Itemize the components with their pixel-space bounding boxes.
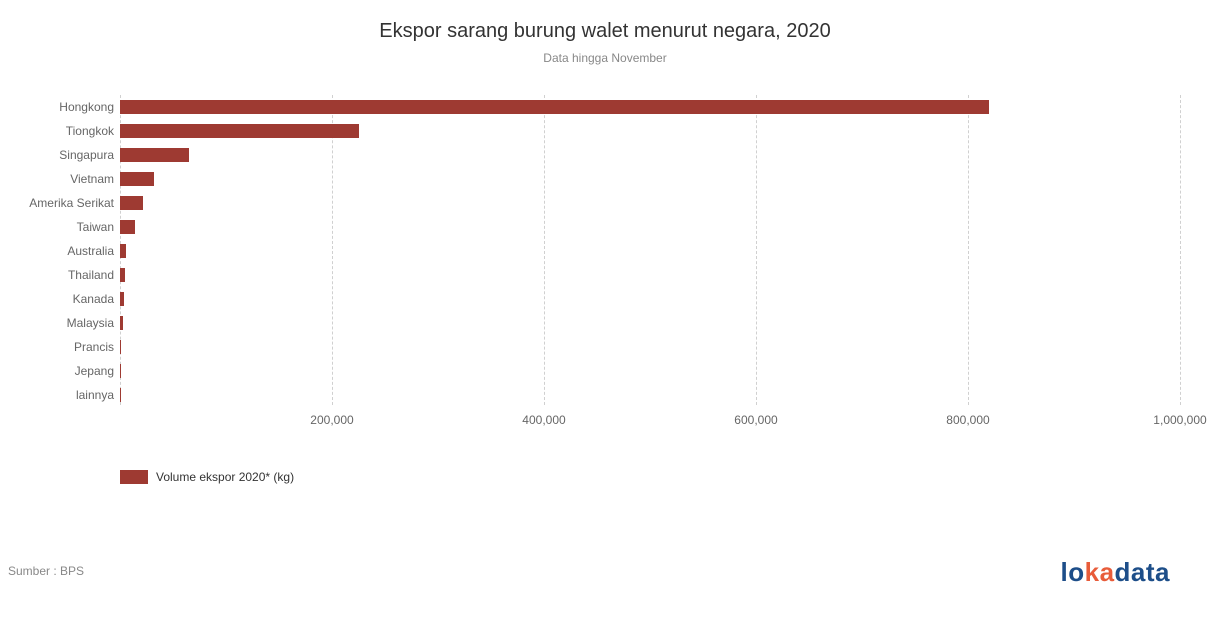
y-label: Tiongkok [66,124,114,138]
bar-row: Jepang [120,359,1180,383]
bar [120,100,989,114]
legend: Volume ekspor 2020* (kg) [120,470,294,484]
y-label: Hongkong [59,100,114,114]
bar-row: Tiongkok [120,119,1180,143]
bar [120,124,359,138]
bar-row: Malaysia [120,311,1180,335]
bar [120,196,143,210]
y-label: Taiwan [77,220,114,234]
bar [120,268,125,282]
x-tick-label: 200,000 [310,413,353,427]
bar-row: Kanada [120,287,1180,311]
brand-ka: ka [1085,557,1115,587]
brand-logo: lokadata [1061,557,1171,588]
y-label: Malaysia [67,316,114,330]
y-label: Prancis [74,340,114,354]
y-label: Amerika Serikat [29,196,114,210]
bar [120,316,123,330]
bar [120,148,189,162]
chart-area: 200,000400,000600,000800,0001,000,000Hon… [20,95,1190,435]
y-label: Jepang [75,364,114,378]
y-label: Kanada [73,292,114,306]
x-tick-label: 400,000 [522,413,565,427]
y-label: Thailand [68,268,114,282]
bar-row: Amerika Serikat [120,191,1180,215]
y-label: Vietnam [70,172,114,186]
x-tick-label: 800,000 [946,413,989,427]
bar [120,172,154,186]
brand-lo: lo [1061,557,1085,587]
chart-title: Ekspor sarang burung walet menurut negar… [0,0,1210,43]
bar-row: Hongkong [120,95,1180,119]
bar [120,244,126,258]
chart-subtitle: Data hingga November [0,51,1210,65]
bar-row: Singapura [120,143,1180,167]
grid-line [1180,95,1181,405]
y-label: Singapura [59,148,114,162]
bar [120,292,124,306]
brand-data: data [1115,557,1170,587]
legend-label: Volume ekspor 2020* (kg) [156,470,294,484]
bar [120,340,121,354]
x-tick-label: 600,000 [734,413,777,427]
bar-row: Taiwan [120,215,1180,239]
bar-row: Thailand [120,263,1180,287]
legend-swatch [120,470,148,484]
x-tick-label: 1,000,000 [1153,413,1206,427]
plot-area: 200,000400,000600,000800,0001,000,000Hon… [120,95,1180,405]
bar-row: lainnya [120,383,1180,407]
y-label: Australia [67,244,114,258]
bar-row: Australia [120,239,1180,263]
bar-row: Vietnam [120,167,1180,191]
bar-row: Prancis [120,335,1180,359]
y-label: lainnya [76,388,114,402]
bar [120,220,135,234]
source-text: Sumber : BPS [8,564,84,578]
